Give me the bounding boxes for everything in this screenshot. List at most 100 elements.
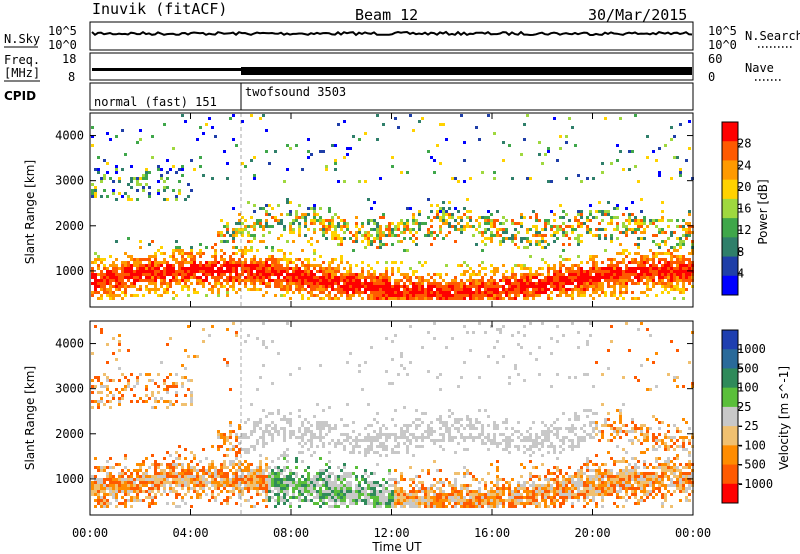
heatmap-cell xyxy=(172,249,175,252)
heatmap-cell xyxy=(544,279,547,282)
heatmap-cell xyxy=(406,451,409,454)
heatmap-cell xyxy=(283,487,286,490)
heatmap-cell xyxy=(121,273,124,276)
heatmap-cell xyxy=(367,481,370,484)
heatmap-cell xyxy=(100,276,103,279)
heatmap-cell xyxy=(559,264,562,267)
heatmap-cell xyxy=(508,282,511,285)
heatmap-cell xyxy=(241,490,244,493)
heatmap-cell xyxy=(553,267,556,270)
heatmap-cell xyxy=(184,478,187,481)
heatmap-cell xyxy=(181,288,184,291)
heatmap-cell xyxy=(274,150,277,153)
heatmap-cell xyxy=(466,270,469,273)
heatmap-cell xyxy=(445,297,448,300)
heatmap-cell xyxy=(133,490,136,493)
heatmap-cell xyxy=(229,276,232,279)
heatmap-cell xyxy=(163,457,166,460)
heatmap-cell xyxy=(271,267,274,270)
heatmap-cell xyxy=(334,213,337,216)
heatmap-cell xyxy=(157,192,160,195)
heatmap-cell xyxy=(151,276,154,279)
heatmap-cell xyxy=(565,225,568,228)
heatmap-cell xyxy=(442,433,445,436)
heatmap-cell xyxy=(391,493,394,496)
heatmap-cell xyxy=(496,493,499,496)
heatmap-cell xyxy=(415,505,418,508)
heatmap-cell xyxy=(256,288,259,291)
heatmap-cell xyxy=(160,294,163,297)
heatmap-cell xyxy=(301,273,304,276)
heatmap-cell xyxy=(481,171,484,174)
heatmap-cell xyxy=(442,502,445,505)
heatmap-cell xyxy=(658,174,661,177)
heatmap-cell xyxy=(154,288,157,291)
heatmap-cell xyxy=(211,460,214,463)
heatmap-cell xyxy=(304,282,307,285)
heatmap-cell xyxy=(265,430,268,433)
heatmap-cell xyxy=(226,264,229,267)
heatmap-cell xyxy=(259,270,262,273)
heatmap-cell xyxy=(226,499,229,502)
heatmap-cell xyxy=(199,282,202,285)
heatmap-cell xyxy=(286,273,289,276)
heatmap-cell xyxy=(178,252,181,255)
heatmap-cell xyxy=(208,475,211,478)
heatmap-cell xyxy=(94,376,97,379)
heatmap-cell xyxy=(499,502,502,505)
heatmap-cell xyxy=(115,285,118,288)
heatmap-cell xyxy=(463,502,466,505)
heatmap-cell xyxy=(406,276,409,279)
heatmap-cell xyxy=(385,505,388,508)
heatmap-cell xyxy=(406,424,409,427)
heatmap-cell xyxy=(262,340,265,343)
heatmap-cell xyxy=(688,210,691,213)
heatmap-cell xyxy=(214,279,217,282)
heatmap-cell xyxy=(487,355,490,358)
heatmap-cell xyxy=(205,493,208,496)
heatmap-cell xyxy=(229,484,232,487)
heatmap-cell xyxy=(664,240,667,243)
heatmap-cell xyxy=(607,222,610,225)
heatmap-cell xyxy=(550,276,553,279)
heatmap-cell xyxy=(112,397,115,400)
heatmap-cell xyxy=(421,421,424,424)
heatmap-cell xyxy=(646,273,649,276)
heatmap-cell xyxy=(307,138,310,141)
heatmap-cell xyxy=(346,505,349,508)
heatmap-cell xyxy=(379,285,382,288)
heatmap-cell xyxy=(112,291,115,294)
heatmap-cell xyxy=(142,475,145,478)
heatmap-cell xyxy=(217,448,220,451)
heatmap-cell xyxy=(445,346,448,349)
heatmap-cell xyxy=(514,297,517,300)
heatmap-cell xyxy=(298,430,301,433)
heatmap-cell xyxy=(274,475,277,478)
heatmap-cell xyxy=(265,424,268,427)
heatmap-cell xyxy=(244,340,247,343)
heatmap-cell xyxy=(196,496,199,499)
heatmap-cell xyxy=(139,129,142,132)
heatmap-cell xyxy=(94,192,97,195)
heatmap-cell xyxy=(265,346,268,349)
heatmap-cell xyxy=(610,216,613,219)
heatmap-cell xyxy=(226,228,229,231)
heatmap-cell xyxy=(340,276,343,279)
heatmap-cell xyxy=(187,487,190,490)
heatmap-cell xyxy=(367,198,370,201)
heatmap-cell xyxy=(487,490,490,493)
heatmap-cell xyxy=(661,264,664,267)
heatmap-cell xyxy=(346,439,349,442)
heatmap-cell xyxy=(208,267,211,270)
heatmap-cell xyxy=(556,276,559,279)
heatmap-cell xyxy=(235,451,238,454)
heatmap-cell xyxy=(115,388,118,391)
heatmap-cell xyxy=(685,228,688,231)
heatmap-cell xyxy=(322,228,325,231)
heatmap-cell xyxy=(649,264,652,267)
heatmap-cell xyxy=(451,177,454,180)
heatmap-cell xyxy=(646,276,649,279)
heatmap-cell xyxy=(373,240,376,243)
heatmap-cell xyxy=(631,228,634,231)
heatmap-cell xyxy=(361,225,364,228)
